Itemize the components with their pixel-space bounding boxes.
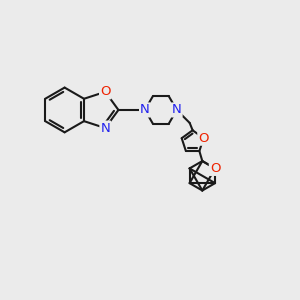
Text: N: N <box>172 103 182 116</box>
Text: O: O <box>198 132 209 145</box>
Text: N: N <box>140 103 150 116</box>
Text: O: O <box>210 162 220 175</box>
Text: N: N <box>100 122 110 135</box>
Text: O: O <box>100 85 110 98</box>
